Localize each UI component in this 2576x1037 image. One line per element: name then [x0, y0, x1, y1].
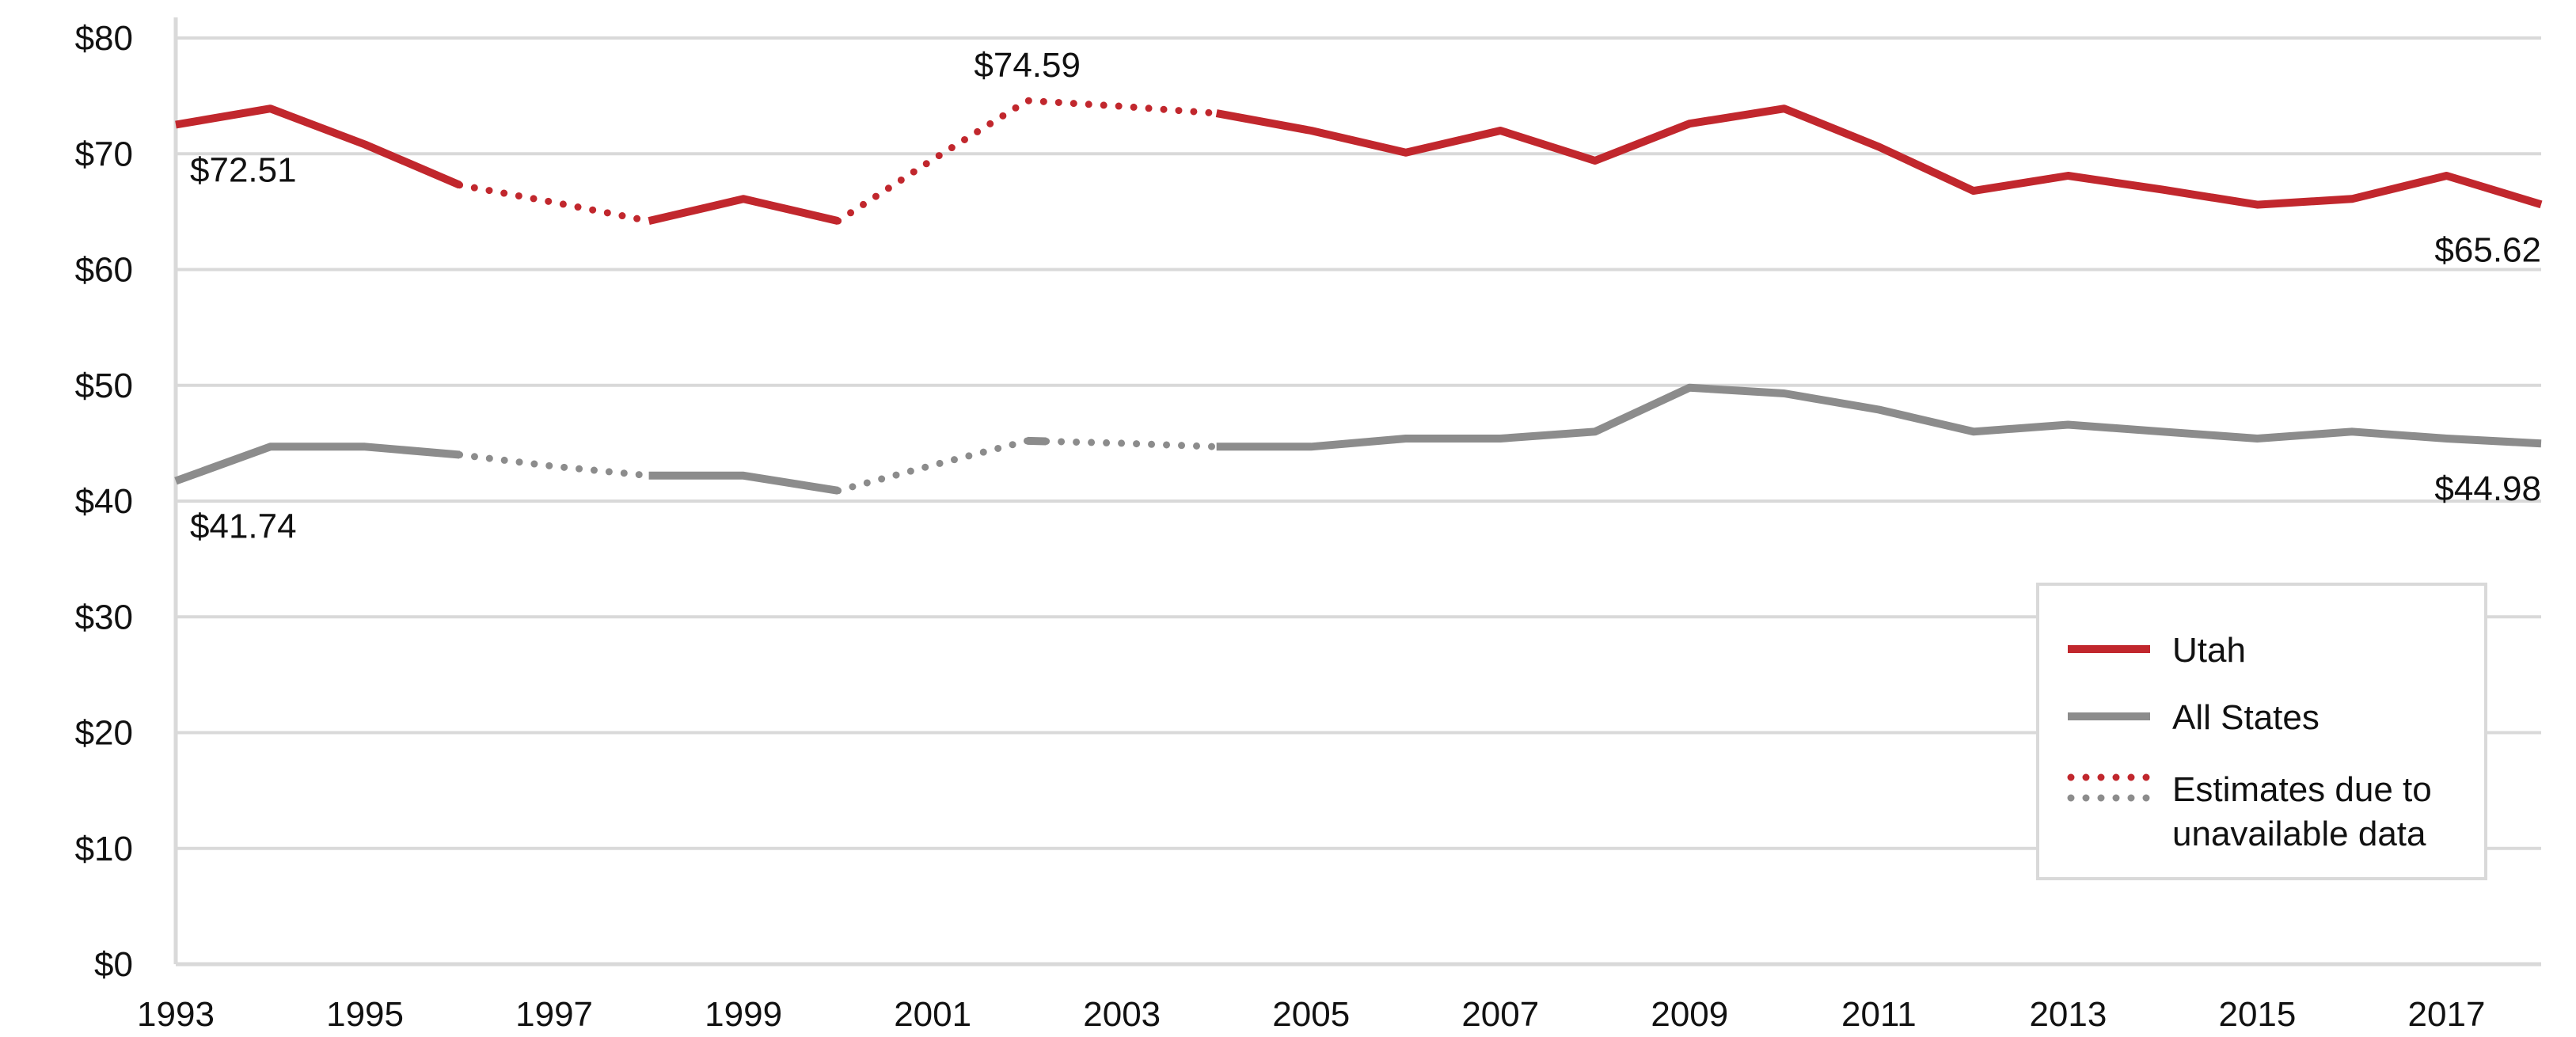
x-tick-label: 2009 — [1651, 995, 1728, 1034]
data-label: $65.62 — [2434, 230, 2541, 269]
gridlines — [176, 36, 2541, 850]
data-label: $41.74 — [190, 507, 297, 546]
data-label: $74.59 — [974, 46, 1081, 85]
y-axis-tick-labels: $0 $10 $20 $30 $40 $50 $60 $70 $80 — [75, 19, 133, 984]
all-states-estimate-line — [834, 437, 1032, 495]
series-lines — [174, 97, 2543, 495]
axes — [173, 17, 2541, 967]
data-label: $72.51 — [190, 151, 297, 190]
x-tick-label: 2011 — [1841, 995, 1917, 1034]
x-tick-label: 2003 — [1083, 995, 1161, 1034]
legend-box — [2036, 583, 2487, 880]
all-states-line — [1216, 383, 2542, 451]
x-tick-label: 1999 — [705, 995, 782, 1034]
y-tick-label: $80 — [75, 19, 133, 58]
utah-line — [648, 195, 839, 225]
x-tick-label: 1997 — [515, 995, 593, 1034]
y-tick-label: $30 — [75, 598, 133, 636]
all-states-line — [174, 443, 461, 485]
y-tick-label: $20 — [75, 714, 133, 753]
y-tick-label: $70 — [75, 135, 133, 173]
x-tick-label: 2007 — [1461, 995, 1539, 1034]
data-label: $44.98 — [2434, 469, 2541, 508]
y-tick-label: $40 — [75, 482, 133, 521]
x-tick-label: 1995 — [326, 995, 404, 1034]
legend-all-states-label: All States — [2172, 698, 2320, 737]
x-tick-label: 1993 — [137, 995, 215, 1034]
x-tick-label: 2015 — [2218, 995, 2296, 1034]
utah-line — [175, 104, 462, 189]
legend-estimates-label-line1: Estimates due to — [2172, 770, 2432, 809]
all-states-line — [648, 471, 839, 495]
x-tick-label: 2017 — [2408, 995, 2486, 1034]
y-tick-label: $50 — [75, 367, 133, 405]
utah-line — [1215, 104, 2543, 209]
x-tick-label: 2001 — [894, 995, 971, 1034]
utah-estimate-line — [834, 97, 1221, 225]
all-states-estimate-line — [456, 451, 653, 480]
all-states-estimate-line — [1043, 438, 1221, 450]
data-labels: $72.51 $74.59 $65.62 $41.74 $44.98 — [190, 46, 2541, 545]
x-tick-label: 2005 — [1272, 995, 1350, 1034]
x-tick-label: 2013 — [2029, 995, 2107, 1034]
y-tick-label: $0 — [94, 945, 133, 984]
utah-estimate-line — [456, 181, 653, 225]
x-axis-tick-labels: 1993 1995 1997 1999 2001 2003 2005 2007 2009 2011… — [137, 995, 2485, 1034]
legend-estimates-label-line2: unavailable data — [2172, 815, 2426, 853]
legend: Utah All States Estimates due to unavail… — [2036, 583, 2487, 880]
y-tick-label: $60 — [75, 251, 133, 290]
y-tick-label: $10 — [75, 830, 133, 868]
legend-utah-label: Utah — [2172, 631, 2246, 670]
